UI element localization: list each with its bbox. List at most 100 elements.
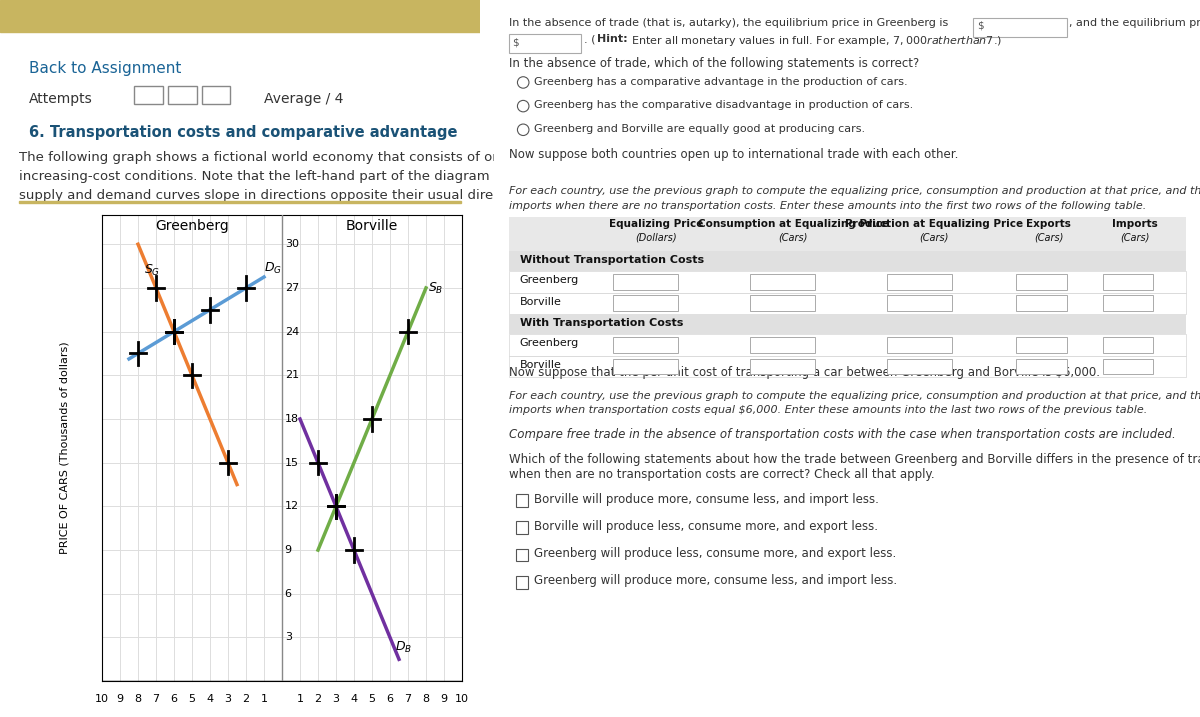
FancyBboxPatch shape bbox=[887, 358, 952, 374]
Text: Greenberg: Greenberg bbox=[520, 275, 578, 285]
Text: Borville will produce less, consume more, and export less.: Borville will produce less, consume more… bbox=[534, 520, 878, 533]
Text: 7: 7 bbox=[404, 694, 412, 704]
Bar bbox=[0, 0, 480, 32]
Text: 3: 3 bbox=[332, 694, 340, 704]
FancyBboxPatch shape bbox=[613, 358, 678, 374]
Text: Greenberg has the comparative disadvantage in production of cars.: Greenberg has the comparative disadvanta… bbox=[534, 100, 913, 110]
Text: 9: 9 bbox=[440, 694, 448, 704]
Text: 24: 24 bbox=[284, 327, 299, 336]
FancyBboxPatch shape bbox=[1016, 337, 1067, 353]
Text: Attempts: Attempts bbox=[29, 92, 92, 106]
Text: Which of the following statements about how the trade between Greenberg and Borv: Which of the following statements about … bbox=[509, 453, 1200, 466]
Text: $S_G$: $S_G$ bbox=[144, 262, 161, 277]
FancyBboxPatch shape bbox=[509, 314, 1186, 334]
FancyBboxPatch shape bbox=[750, 295, 815, 311]
Text: 15: 15 bbox=[284, 457, 299, 467]
Text: Compare free trade in the absence of transportation costs with the case when tra: Compare free trade in the absence of tra… bbox=[509, 428, 1176, 441]
FancyBboxPatch shape bbox=[509, 251, 1186, 271]
Text: Greenberg: Greenberg bbox=[155, 219, 229, 232]
FancyBboxPatch shape bbox=[1016, 274, 1067, 290]
Text: supply and demand curves slope in directions opposite their usual directions.: supply and demand curves slope in direct… bbox=[19, 189, 538, 202]
Text: Hint:: Hint: bbox=[596, 34, 628, 44]
Text: 1: 1 bbox=[296, 694, 304, 704]
FancyBboxPatch shape bbox=[516, 576, 528, 589]
Text: The following graph shows a fictional world economy that consists of only two co: The following graph shows a fictional wo… bbox=[19, 151, 612, 163]
FancyBboxPatch shape bbox=[1103, 358, 1153, 374]
Text: Enter all monetary values in full. For example, $7,000 rather than $7.): Enter all monetary values in full. For e… bbox=[631, 34, 1002, 49]
Text: $D_B$: $D_B$ bbox=[396, 640, 413, 655]
Text: Borville: Borville bbox=[520, 360, 562, 370]
Text: imports when transportation costs equal $6,000. Enter these amounts into the las: imports when transportation costs equal … bbox=[509, 405, 1147, 415]
Text: Imports: Imports bbox=[1112, 219, 1158, 229]
Text: 12: 12 bbox=[284, 501, 299, 511]
FancyBboxPatch shape bbox=[887, 337, 952, 353]
Text: With Transportation Costs: With Transportation Costs bbox=[520, 318, 683, 328]
Text: 5: 5 bbox=[368, 694, 376, 704]
Text: 30: 30 bbox=[284, 239, 299, 250]
FancyBboxPatch shape bbox=[750, 274, 815, 290]
FancyBboxPatch shape bbox=[494, 22, 1186, 710]
FancyBboxPatch shape bbox=[750, 337, 815, 353]
Text: 1: 1 bbox=[260, 694, 268, 704]
Text: $: $ bbox=[977, 21, 984, 31]
Text: 6. Transportation costs and comparative advantage: 6. Transportation costs and comparative … bbox=[29, 125, 457, 141]
Text: 8: 8 bbox=[422, 694, 430, 704]
Text: 9: 9 bbox=[284, 545, 292, 555]
FancyBboxPatch shape bbox=[516, 521, 528, 534]
Text: 4: 4 bbox=[206, 694, 214, 704]
Text: Now suppose that the per-unit cost of transporting a car between Greenberg and B: Now suppose that the per-unit cost of tr… bbox=[509, 366, 1099, 379]
Text: 9: 9 bbox=[116, 694, 124, 704]
FancyBboxPatch shape bbox=[509, 34, 581, 53]
Text: 10: 10 bbox=[95, 694, 109, 704]
Text: Greenberg will produce less, consume more, and export less.: Greenberg will produce less, consume mor… bbox=[534, 547, 896, 560]
Text: 3: 3 bbox=[224, 694, 232, 704]
Text: 18: 18 bbox=[284, 414, 299, 424]
Text: 7: 7 bbox=[152, 694, 160, 704]
Text: Now suppose both countries open up to international trade with each other.: Now suppose both countries open up to in… bbox=[509, 148, 958, 161]
Text: Borville: Borville bbox=[520, 297, 562, 307]
FancyBboxPatch shape bbox=[613, 337, 678, 353]
Text: (Dollars): (Dollars) bbox=[636, 232, 677, 242]
Text: Average / 4: Average / 4 bbox=[264, 92, 343, 106]
FancyBboxPatch shape bbox=[168, 86, 197, 104]
FancyBboxPatch shape bbox=[509, 271, 1186, 293]
Text: 6: 6 bbox=[170, 694, 178, 704]
Text: 4: 4 bbox=[350, 694, 358, 704]
Text: (Cars): (Cars) bbox=[919, 232, 948, 242]
Text: Without Transportation Costs: Without Transportation Costs bbox=[520, 255, 703, 265]
FancyBboxPatch shape bbox=[1103, 274, 1153, 290]
FancyBboxPatch shape bbox=[973, 18, 1067, 37]
Text: Borville will produce more, consume less, and import less.: Borville will produce more, consume less… bbox=[534, 493, 878, 505]
Text: when then are no transportation costs are correct? Check all that apply.: when then are no transportation costs ar… bbox=[509, 468, 935, 481]
Text: Greenberg: Greenberg bbox=[520, 338, 578, 348]
FancyBboxPatch shape bbox=[1016, 358, 1067, 374]
Text: imports when there are no transportation costs. Enter these amounts into the fir: imports when there are no transportation… bbox=[509, 201, 1146, 211]
Text: PRICE OF CARS (Thousands of dollars): PRICE OF CARS (Thousands of dollars) bbox=[60, 342, 70, 554]
Text: For each country, use the previous graph to compute the equalizing price, consum: For each country, use the previous graph… bbox=[509, 186, 1200, 196]
Text: Back to Assignment: Back to Assignment bbox=[29, 61, 181, 76]
FancyBboxPatch shape bbox=[1103, 295, 1153, 311]
FancyBboxPatch shape bbox=[1103, 337, 1153, 353]
Text: Consumption at Equalizing Price: Consumption at Equalizing Price bbox=[697, 219, 889, 229]
FancyBboxPatch shape bbox=[516, 549, 528, 561]
FancyBboxPatch shape bbox=[509, 293, 1186, 314]
Text: 2: 2 bbox=[314, 694, 322, 704]
FancyBboxPatch shape bbox=[887, 274, 952, 290]
Text: 5: 5 bbox=[188, 694, 196, 704]
Text: 6: 6 bbox=[284, 589, 292, 599]
Text: For each country, use the previous graph to compute the equalizing price, consum: For each country, use the previous graph… bbox=[509, 391, 1200, 401]
Text: In the absence of trade, which of the following statements is correct?: In the absence of trade, which of the fo… bbox=[509, 57, 919, 70]
Text: Equalizing Price: Equalizing Price bbox=[610, 219, 703, 229]
Text: Greenberg and Borville are equally good at producing cars.: Greenberg and Borville are equally good … bbox=[534, 124, 865, 134]
Bar bbox=[19, 201, 461, 203]
Text: . (: . ( bbox=[584, 34, 596, 44]
FancyBboxPatch shape bbox=[613, 295, 678, 311]
Text: (Cars): (Cars) bbox=[1121, 232, 1150, 242]
FancyBboxPatch shape bbox=[134, 86, 163, 104]
Text: Exports: Exports bbox=[1026, 219, 1072, 229]
Text: 21: 21 bbox=[284, 370, 299, 380]
FancyBboxPatch shape bbox=[202, 86, 230, 104]
Text: 27: 27 bbox=[284, 283, 299, 293]
Text: Production at Equalizing Price: Production at Equalizing Price bbox=[845, 219, 1022, 229]
FancyBboxPatch shape bbox=[516, 494, 528, 507]
